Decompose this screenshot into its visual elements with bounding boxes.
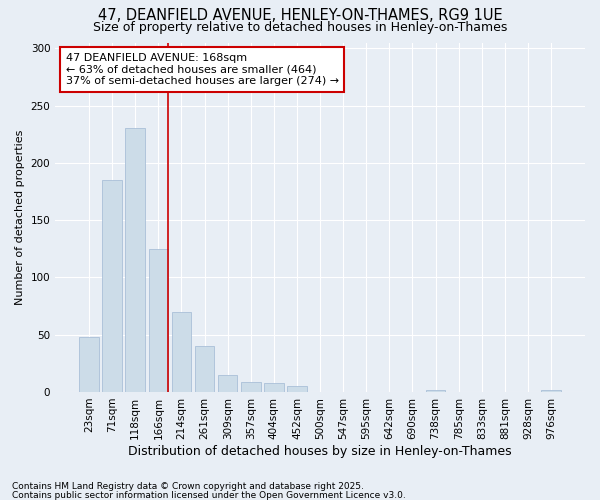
- Text: Contains public sector information licensed under the Open Government Licence v3: Contains public sector information licen…: [12, 490, 406, 500]
- Bar: [195, 346, 214, 392]
- Text: Contains HM Land Registry data © Crown copyright and database right 2025.: Contains HM Land Registry data © Crown c…: [12, 482, 364, 491]
- Bar: [218, 375, 238, 392]
- X-axis label: Distribution of detached houses by size in Henley-on-Thames: Distribution of detached houses by size …: [128, 444, 512, 458]
- Bar: [149, 248, 168, 392]
- Y-axis label: Number of detached properties: Number of detached properties: [15, 130, 25, 305]
- Text: 47, DEANFIELD AVENUE, HENLEY-ON-THAMES, RG9 1UE: 47, DEANFIELD AVENUE, HENLEY-ON-THAMES, …: [98, 8, 502, 22]
- Bar: [541, 390, 561, 392]
- Bar: [172, 312, 191, 392]
- Bar: [125, 128, 145, 392]
- Bar: [103, 180, 122, 392]
- Bar: [264, 383, 284, 392]
- Text: 47 DEANFIELD AVENUE: 168sqm
← 63% of detached houses are smaller (464)
37% of se: 47 DEANFIELD AVENUE: 168sqm ← 63% of det…: [66, 53, 339, 86]
- Bar: [287, 386, 307, 392]
- Bar: [241, 382, 260, 392]
- Bar: [426, 390, 445, 392]
- Bar: [79, 337, 99, 392]
- Text: Size of property relative to detached houses in Henley-on-Thames: Size of property relative to detached ho…: [93, 21, 507, 34]
